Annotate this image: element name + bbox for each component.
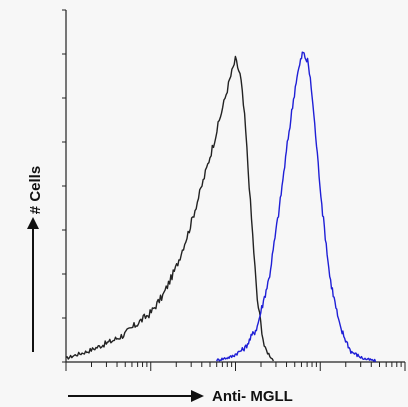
x-axis-ticks (65, 362, 406, 371)
series-line-1 (65, 55, 275, 362)
series-layer (65, 51, 377, 363)
plot-frame (65, 10, 405, 363)
y-axis-label: # Cells (27, 166, 44, 214)
x-axis-label: Anti- MGLL (212, 388, 293, 405)
y-axis-ticks (62, 9, 66, 363)
series-line-2 (216, 51, 377, 363)
y-axis-arrow (27, 217, 39, 352)
x-axis-arrow (68, 390, 204, 402)
